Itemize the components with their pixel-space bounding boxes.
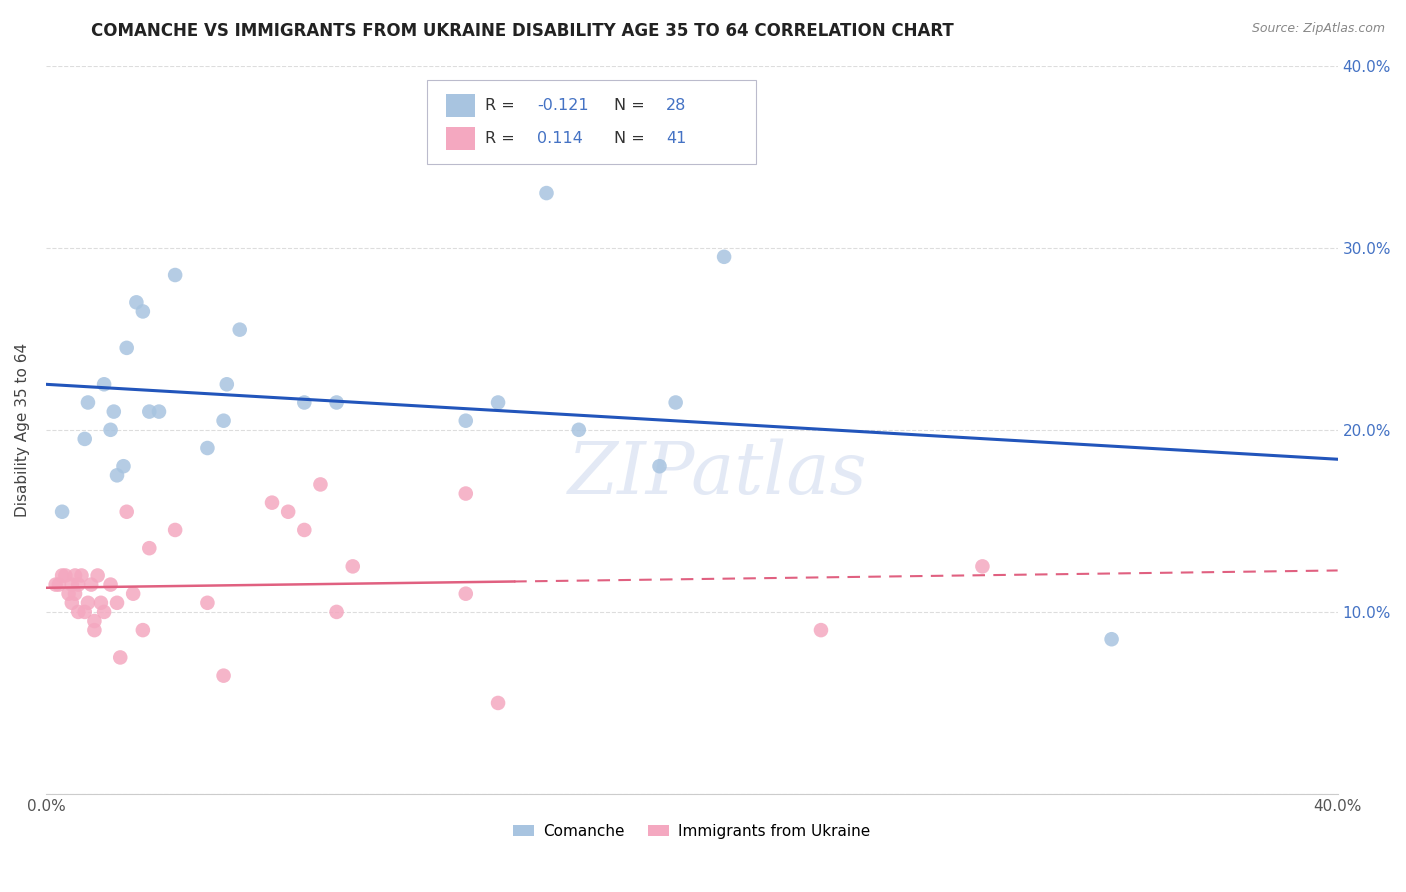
Point <box>100 423 122 437</box>
Point <box>73 605 96 619</box>
Point <box>277 505 299 519</box>
Point <box>536 186 558 200</box>
Point <box>292 395 315 409</box>
Point <box>93 377 115 392</box>
Point <box>67 577 90 591</box>
Point <box>810 623 832 637</box>
Point <box>51 568 73 582</box>
Point <box>197 596 219 610</box>
Point <box>60 577 83 591</box>
Point <box>972 559 994 574</box>
FancyBboxPatch shape <box>446 127 475 150</box>
Text: COMANCHE VS IMMIGRANTS FROM UKRAINE DISABILITY AGE 35 TO 64 CORRELATION CHART: COMANCHE VS IMMIGRANTS FROM UKRAINE DISA… <box>91 22 955 40</box>
Point <box>60 596 83 610</box>
Point <box>112 459 135 474</box>
Point <box>132 623 155 637</box>
Point <box>105 596 128 610</box>
Point <box>83 614 105 628</box>
Text: Source: ZipAtlas.com: Source: ZipAtlas.com <box>1251 22 1385 36</box>
Point <box>105 468 128 483</box>
Point <box>110 650 132 665</box>
Text: 28: 28 <box>666 98 686 113</box>
Point <box>86 568 108 582</box>
Text: 41: 41 <box>666 131 686 146</box>
Text: R =: R = <box>485 131 515 146</box>
Text: N =: N = <box>614 98 645 113</box>
Point <box>325 395 347 409</box>
Point <box>197 441 219 455</box>
Point <box>58 587 80 601</box>
Text: ZIPatlas: ZIPatlas <box>568 438 868 508</box>
Y-axis label: Disability Age 35 to 64: Disability Age 35 to 64 <box>15 343 30 516</box>
Point <box>100 577 122 591</box>
Text: R =: R = <box>485 98 515 113</box>
Point <box>115 505 138 519</box>
Point <box>292 523 315 537</box>
Point <box>83 623 105 637</box>
Point <box>568 423 591 437</box>
Legend: Comanche, Immigrants from Ukraine: Comanche, Immigrants from Ukraine <box>506 817 877 845</box>
Point <box>713 250 735 264</box>
Point <box>70 568 93 582</box>
Point <box>67 605 90 619</box>
Point <box>80 577 103 591</box>
Point <box>148 404 170 418</box>
Point <box>138 404 160 418</box>
Point <box>648 459 671 474</box>
Point <box>325 605 347 619</box>
Point <box>90 596 112 610</box>
Point <box>103 404 125 418</box>
Point <box>77 596 100 610</box>
Point <box>115 341 138 355</box>
Point <box>215 377 238 392</box>
Point <box>125 295 148 310</box>
Point <box>309 477 332 491</box>
Point <box>454 587 477 601</box>
Point <box>73 432 96 446</box>
Point <box>77 395 100 409</box>
Text: -0.121: -0.121 <box>537 98 589 113</box>
Point <box>342 559 364 574</box>
Point <box>63 587 86 601</box>
Point <box>165 523 187 537</box>
Point <box>48 577 70 591</box>
Point <box>132 304 155 318</box>
Point <box>53 568 76 582</box>
FancyBboxPatch shape <box>427 80 756 164</box>
Point <box>138 541 160 556</box>
FancyBboxPatch shape <box>446 94 475 118</box>
Point <box>665 395 688 409</box>
Point <box>93 605 115 619</box>
Point <box>486 395 509 409</box>
Point <box>165 268 187 282</box>
Point <box>45 577 67 591</box>
Point <box>1101 632 1123 647</box>
Text: 0.114: 0.114 <box>537 131 582 146</box>
Point <box>486 696 509 710</box>
Point <box>212 668 235 682</box>
Point <box>51 505 73 519</box>
Point <box>454 414 477 428</box>
Point <box>454 486 477 500</box>
Point <box>122 587 145 601</box>
Point <box>63 568 86 582</box>
Point <box>228 323 250 337</box>
Point <box>212 414 235 428</box>
Point <box>260 496 283 510</box>
Text: N =: N = <box>614 131 645 146</box>
